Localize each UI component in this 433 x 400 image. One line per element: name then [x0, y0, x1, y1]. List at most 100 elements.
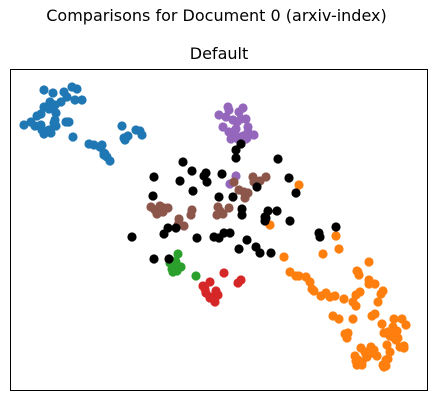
data-point: [209, 232, 219, 242]
axes-title: Default: [189, 44, 249, 63]
data-point: [119, 133, 129, 143]
data-point: [330, 291, 340, 301]
data-point: [225, 228, 235, 238]
data-point: [399, 341, 409, 351]
data-point: [243, 127, 253, 137]
data-point: [364, 279, 374, 289]
data-point: [99, 150, 109, 160]
data-point: [331, 222, 341, 232]
data-point: [348, 314, 358, 324]
data-point: [224, 127, 234, 137]
data-point: [401, 320, 411, 330]
data-point: [236, 139, 246, 149]
data-point: [377, 319, 387, 329]
axes-frame: [10, 69, 428, 391]
data-point: [393, 333, 403, 343]
data-point: [339, 294, 349, 304]
data-point: [149, 254, 159, 264]
data-point: [260, 216, 270, 226]
data-point: [315, 232, 325, 242]
data-point: [381, 355, 391, 365]
data-point: [351, 301, 361, 311]
series-1: [265, 180, 411, 372]
data-point: [263, 206, 273, 216]
data-point: [334, 314, 344, 324]
data-point: [187, 166, 197, 176]
data-point: [214, 192, 224, 202]
data-point: [353, 267, 363, 277]
data-point: [19, 120, 29, 130]
data-point: [64, 117, 74, 127]
data-point: [370, 309, 380, 319]
data-point: [378, 286, 388, 296]
data-point: [372, 351, 382, 361]
data-point: [192, 233, 202, 243]
data-point: [234, 244, 244, 254]
series-0: [19, 82, 147, 166]
data-point: [191, 271, 201, 281]
series-5: [146, 172, 271, 231]
data-point: [309, 286, 319, 296]
data-point: [127, 232, 137, 242]
data-point: [163, 223, 173, 233]
data-point: [334, 244, 344, 254]
data-point: [261, 172, 271, 182]
data-point: [68, 132, 78, 142]
data-point: [236, 114, 246, 124]
data-point: [176, 262, 186, 272]
data-point: [252, 182, 262, 192]
data-point: [229, 177, 239, 187]
data-point: [117, 121, 127, 131]
data-point: [72, 84, 82, 94]
data-point: [243, 188, 253, 198]
data-point: [51, 108, 61, 118]
data-point: [175, 176, 185, 186]
data-point: [77, 95, 87, 105]
data-point: [164, 254, 174, 264]
data-point: [97, 140, 107, 150]
data-point: [70, 95, 80, 105]
data-point: [266, 248, 276, 258]
data-point: [188, 186, 198, 196]
data-point: [231, 153, 241, 163]
data-point: [213, 202, 223, 212]
data-point: [305, 277, 315, 287]
data-point: [223, 102, 233, 112]
data-point: [105, 156, 115, 166]
data-point: [364, 257, 374, 267]
data-point: [221, 112, 231, 122]
data-point: [50, 100, 60, 110]
data-point: [171, 223, 181, 233]
data-point: [39, 85, 49, 95]
data-point: [284, 173, 294, 183]
data-point: [173, 249, 183, 259]
data-point: [355, 287, 365, 297]
data-point: [373, 297, 383, 307]
data-point: [294, 180, 304, 190]
data-point: [158, 207, 168, 217]
data-point: [218, 209, 228, 219]
data-point: [46, 128, 56, 138]
data-point: [219, 268, 229, 278]
data-point: [318, 249, 328, 259]
data-point: [187, 205, 197, 215]
scatter-points: [19, 82, 411, 372]
data-point: [178, 157, 188, 167]
data-point: [205, 277, 215, 287]
data-point: [385, 347, 395, 357]
data-point: [202, 177, 212, 187]
data-point: [272, 206, 282, 216]
data-point: [214, 110, 224, 120]
data-point: [224, 203, 234, 213]
data-point: [294, 271, 304, 281]
data-point: [242, 235, 252, 245]
data-point: [331, 231, 341, 241]
data-point: [255, 248, 265, 258]
data-point: [37, 125, 47, 135]
series-4: [214, 102, 259, 189]
figure-suptitle: Comparisons for Document 0 (arxiv-index): [46, 6, 387, 25]
data-point: [211, 286, 221, 296]
data-point: [237, 204, 247, 214]
data-point: [285, 216, 295, 226]
